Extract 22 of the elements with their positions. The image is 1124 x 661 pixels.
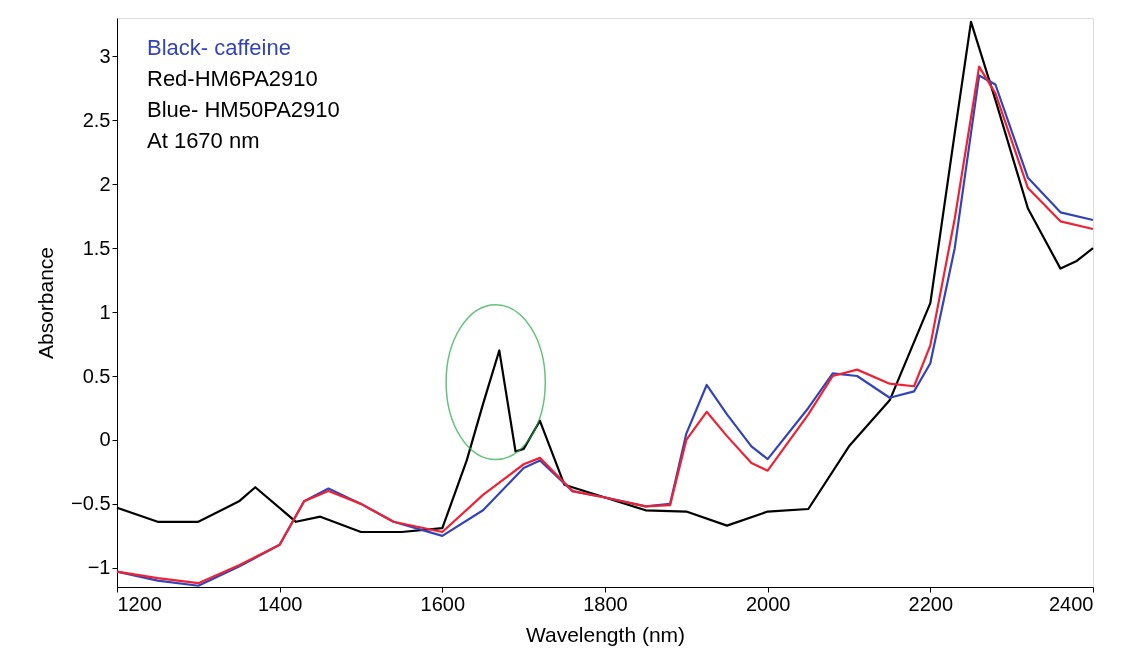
y-tick-label: 0 (99, 428, 111, 451)
x-tick-label: 2000 (745, 592, 791, 615)
y-tick-label: 2.5 (82, 108, 111, 131)
annotation: Black- caffeine (147, 35, 291, 60)
annotation: Blue- HM50PA2910 (147, 97, 340, 122)
x-axis-title: Wavelength (nm) (525, 622, 686, 646)
annotation: Red-HM6PA2910 (147, 66, 318, 91)
x-tick-label: 1400 (257, 592, 303, 615)
y-tick-label: 1 (99, 300, 111, 323)
x-tick-label: 1800 (583, 592, 628, 615)
y-tick-label: −0.5 (71, 492, 111, 515)
x-tick-label: 1600 (420, 592, 466, 615)
x-tick-label: 2400 (1049, 592, 1094, 615)
y-tick-label: 2 (99, 172, 111, 195)
y-tick-label: 1.5 (82, 236, 111, 259)
y-tick-label: 0.5 (82, 364, 111, 387)
y-axis-title: Absorbance (34, 246, 58, 360)
x-tick-label: 2200 (908, 592, 954, 615)
x-tick-label: 1200 (117, 592, 162, 615)
y-tick-label: 3 (99, 44, 111, 67)
y-tick-label: −1 (87, 556, 111, 579)
annotation: At 1670 nm (147, 128, 260, 153)
